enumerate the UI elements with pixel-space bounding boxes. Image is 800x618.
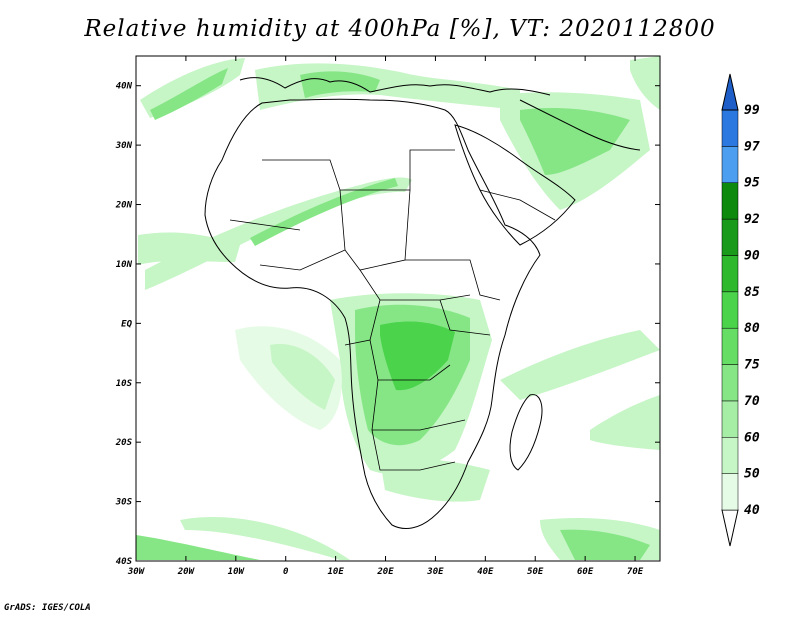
x-tick-label: 0	[283, 567, 289, 577]
colorbar-label: 80	[744, 321, 760, 336]
y-tick-label: 20S	[115, 438, 133, 448]
x-tick-label: 30W	[127, 567, 146, 577]
y-tick-label: 40S	[116, 557, 133, 567]
colorbar: 40 50 60 70 75 80 85 90 92 95 97 99	[721, 73, 760, 547]
colorbar-segment	[721, 291, 739, 329]
colorbar-segment	[721, 146, 739, 183]
humidity-patch	[270, 344, 335, 410]
x-tick-label: 20E	[376, 567, 394, 577]
y-tick-label: 30S	[115, 498, 133, 508]
colorbar-label: 60	[744, 430, 760, 445]
colorbar-min-triangle	[721, 509, 739, 547]
colorbar-segment	[721, 182, 739, 220]
madagascar-coastline	[509, 394, 543, 471]
colorbar-max-triangle	[721, 73, 739, 111]
humidity-patch	[500, 330, 660, 400]
y-axis: 40S 30S 20S 10S EQ 10N 20N 30N 40N	[115, 82, 660, 567]
x-tick-label: 10W	[228, 567, 246, 577]
map-frame	[135, 55, 661, 562]
humidity-patch	[138, 232, 240, 265]
colorbar-label: 95	[744, 176, 760, 191]
humidity-patch	[300, 71, 380, 98]
colorbar-label: 97	[744, 139, 760, 154]
map-title: Relative humidity at 400hPa [%], VT: 202…	[84, 16, 716, 42]
humidity-patch	[560, 529, 650, 560]
humidity-patch	[630, 56, 660, 110]
humidity-patch	[255, 63, 520, 110]
humidity-patch	[136, 535, 260, 560]
colorbar-label: 50	[744, 467, 760, 482]
colorbar-segment	[721, 473, 739, 511]
colorbar-segment	[721, 218, 739, 256]
humidity-field	[136, 56, 660, 560]
colorbar-label: 75	[744, 358, 760, 373]
y-tick-label: 20N	[115, 201, 133, 211]
humidity-patch	[180, 516, 350, 560]
y-tick-label: EQ	[121, 319, 132, 329]
colorbar-segment	[721, 255, 739, 293]
colorbar-label: 99	[744, 103, 760, 118]
humidity-patch	[250, 178, 398, 246]
x-tick-label: 50E	[527, 567, 544, 577]
humidity-patch	[380, 321, 455, 391]
country-borders	[229, 149, 556, 471]
colorbar-segment	[721, 109, 739, 147]
y-tick-label: 40N	[116, 82, 133, 92]
y-tick-label: 10S	[116, 379, 133, 389]
x-axis: 30W 20W 10W 0 10E 20E 30E 40E 50E 60E 70E	[127, 56, 644, 577]
x-tick-label: 20W	[177, 567, 196, 577]
y-tick-label: 10N	[116, 260, 133, 270]
colorbar-segment	[721, 400, 739, 438]
grads-credit: GrADS: IGES/COLA	[4, 603, 91, 613]
x-tick-label: 70E	[627, 567, 644, 577]
humidity-patch	[520, 108, 630, 175]
colorbar-label: 70	[744, 394, 760, 409]
europe-coastline	[239, 77, 551, 96]
colorbar-label: 90	[744, 248, 760, 263]
x-tick-label: 60E	[577, 567, 594, 577]
colorbar-label: 92	[744, 212, 760, 227]
x-tick-label: 30E	[426, 567, 444, 577]
coastlines	[204, 77, 641, 529]
humidity-patch	[590, 395, 660, 450]
humidity-patch	[150, 68, 228, 120]
x-tick-label: 40E	[477, 567, 494, 577]
colorbar-segment	[721, 364, 739, 402]
colorbar-segment	[721, 437, 739, 474]
x-tick-label: 10E	[327, 567, 344, 577]
humidity-patch	[380, 458, 490, 502]
y-tick-label: 30N	[115, 141, 133, 151]
colorbar-label: 40	[744, 503, 760, 518]
colorbar-label: 85	[744, 285, 760, 300]
persian-coastline	[519, 99, 641, 151]
arabia-coastline	[454, 124, 576, 246]
africa-coastline	[204, 98, 541, 529]
colorbar-segment	[721, 327, 739, 365]
